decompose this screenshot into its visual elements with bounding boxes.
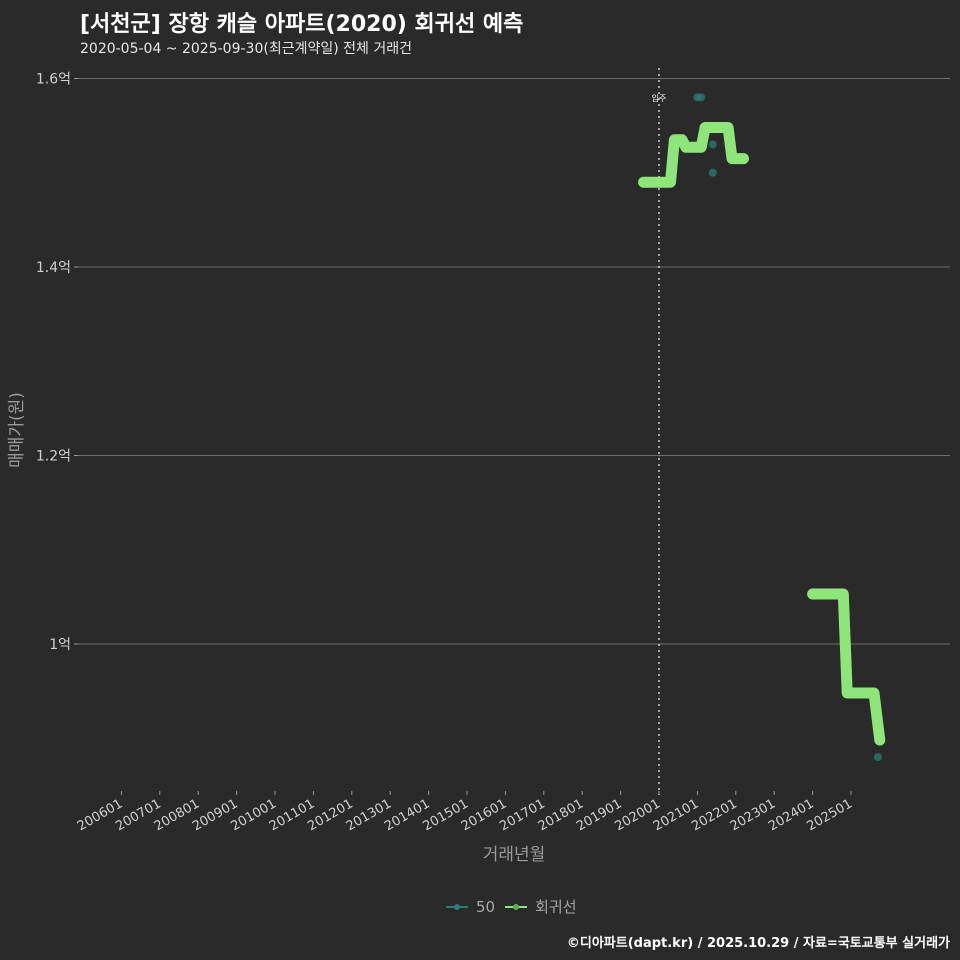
source-caption: ©디아파트(dapt.kr) / 2025.10.29 / 자료=국토교통부 실… — [566, 936, 950, 951]
move-in-marker: 입주 — [652, 68, 667, 795]
y-tick-label: 1억 — [49, 637, 71, 653]
legend-key-regression-icon — [505, 902, 528, 912]
gridlines — [78, 78, 950, 645]
regression-line — [638, 122, 749, 188]
regression-line — [807, 588, 886, 746]
move-in-label: 입주 — [652, 94, 667, 103]
legend-item-50: 50 — [446, 898, 495, 916]
y-axis-ticks: 1억 1.2억 1.4억 1.6억 — [36, 72, 78, 653]
y-axis-title: 매매가(원) — [7, 392, 27, 468]
x-axis-ticks: 2006012007012008012009012010012011012012… — [75, 791, 855, 834]
legend-item-regression: 회귀선 — [505, 896, 577, 917]
chart-title: [서천군] 장항 캐슬 아파트(2020) 회귀선 예측 — [80, 12, 524, 37]
legend-label-50: 50 — [476, 897, 496, 916]
legend-key-50-icon — [446, 902, 468, 912]
scatter-point — [873, 753, 882, 762]
legend: 50 회귀선 — [446, 896, 577, 917]
scatter-point — [708, 168, 717, 177]
scatter-point — [708, 140, 717, 149]
x-axis-title: 거래년월 — [483, 845, 546, 865]
y-tick-label: 1.4억 — [36, 260, 71, 276]
y-tick-label: 1.6억 — [36, 72, 71, 88]
scatter-point — [697, 93, 706, 102]
legend-label-regression: 회귀선 — [535, 898, 577, 916]
chart-subtitle: 2020-05-04 ~ 2025-09-30(최근계약일) 전체 거래건 — [80, 41, 412, 57]
y-tick-label: 1.2억 — [36, 449, 71, 465]
regression-line-series — [638, 122, 886, 746]
